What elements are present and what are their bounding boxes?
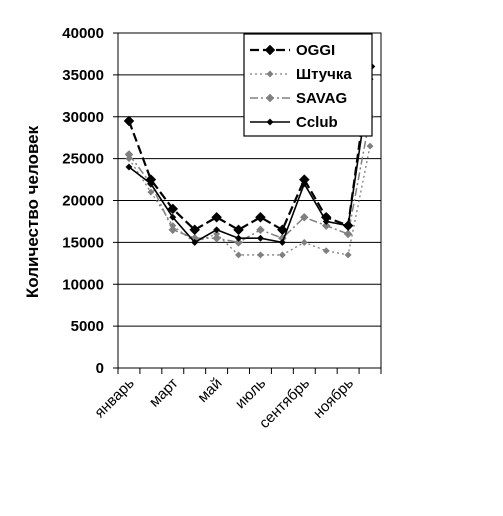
data-point	[168, 225, 178, 235]
legend: OGGI Штучка SAVAG Cclub	[243, 33, 373, 137]
legend-entry: Штучка	[250, 66, 352, 83]
legend-entry: SAVAG	[250, 90, 347, 107]
data-point	[344, 251, 352, 259]
plot-area	[113, 32, 382, 374]
data-point	[125, 163, 133, 171]
data-point	[255, 211, 266, 223]
legend-marker	[266, 118, 274, 126]
x-tick-label: март	[146, 375, 182, 411]
data-point	[277, 224, 288, 236]
legend-entry: OGGI	[250, 42, 335, 59]
data-point	[145, 174, 157, 185]
data-point	[124, 150, 134, 159]
x-tick-label: май	[194, 375, 225, 406]
y-tick-label: 20000	[62, 193, 104, 210]
data-point	[147, 188, 155, 196]
legend-marker	[266, 70, 274, 78]
data-point	[342, 220, 354, 231]
data-point	[256, 225, 265, 235]
x-tick-label: январь	[91, 375, 138, 422]
y-axis-label: Количество человек	[23, 125, 42, 298]
y-axis-tick-labels: 0 5000 10000 15000 20000 25000 30000 35000 40000	[62, 25, 104, 377]
series-line	[128, 78, 371, 244]
data-point	[256, 251, 265, 259]
data-point	[298, 174, 310, 185]
data-point	[321, 221, 331, 230]
series-line	[128, 116, 371, 244]
data-point	[123, 115, 135, 127]
y-tick-label: 5000	[71, 318, 104, 335]
legend-label: SAVAG	[296, 90, 347, 107]
data-point	[299, 212, 309, 222]
data-point	[212, 233, 221, 243]
x-tick-label: июль	[232, 375, 270, 413]
data-point	[343, 229, 353, 239]
y-tick-label: 10000	[62, 276, 104, 293]
data-point	[320, 211, 332, 223]
data-point	[278, 238, 286, 246]
legend-entry: Cclub	[250, 114, 338, 131]
data-point	[234, 234, 243, 242]
y-tick-label: 0	[96, 360, 104, 377]
legend-label: Cclub	[296, 114, 338, 131]
data-point	[234, 251, 243, 259]
y-tick-label: 40000	[62, 25, 104, 42]
data-point	[234, 238, 243, 247]
data-point	[191, 238, 199, 246]
data-point	[213, 226, 221, 234]
data-point	[233, 224, 244, 236]
y-tick-label: 15000	[62, 234, 104, 251]
legend-marker	[264, 44, 276, 56]
y-tick-label: 30000	[62, 109, 104, 126]
legend-marker	[265, 93, 275, 103]
y-tick-label: 35000	[62, 67, 104, 84]
data-point	[366, 142, 374, 150]
legend-label: Штучка	[296, 66, 352, 83]
data-point	[322, 247, 330, 255]
data-point	[189, 224, 201, 236]
data-point	[169, 213, 177, 221]
y-tick-label: 25000	[62, 151, 104, 168]
data-point	[167, 203, 179, 215]
legend-label: OGGI	[296, 42, 335, 59]
data-point	[256, 234, 265, 242]
x-tick-label: ноябрь	[310, 375, 357, 422]
data-point	[278, 251, 286, 259]
data-point	[300, 238, 308, 246]
data-point	[211, 211, 222, 223]
